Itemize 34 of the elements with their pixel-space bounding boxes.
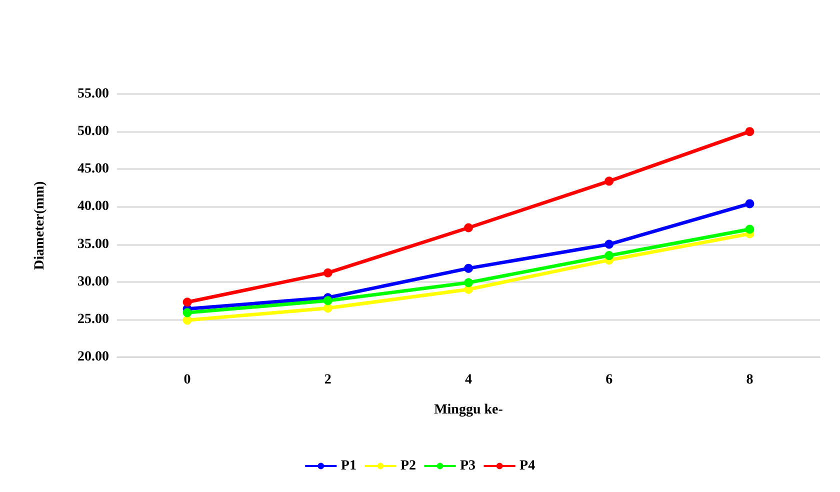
y-tick-label: 25.00 [78, 312, 109, 327]
x-tick-label: 4 [465, 372, 472, 388]
point [464, 264, 473, 273]
point [604, 251, 614, 260]
point [745, 127, 754, 136]
y-tick-label: 20.00 [78, 350, 109, 364]
y-tick-label: 30.00 [78, 274, 109, 290]
point [464, 223, 473, 232]
point [745, 224, 754, 234]
point [182, 308, 192, 318]
legend-label: P4 [520, 458, 536, 474]
point [464, 278, 473, 288]
point [323, 268, 332, 278]
point [182, 298, 192, 307]
legend-label: P3 [460, 458, 476, 474]
legend-label: P1 [340, 458, 356, 474]
point [323, 296, 332, 306]
point [182, 316, 192, 325]
y-tick-label: 45.00 [78, 162, 109, 177]
point [604, 176, 614, 186]
y-tick-label: 40.00 [78, 199, 109, 214]
point [323, 304, 332, 313]
point [745, 199, 754, 208]
legend-label: P2 [400, 458, 416, 474]
x-tick-label: 8 [746, 372, 754, 388]
y-tick-label: 50.00 [78, 124, 109, 140]
y-axis-title: Diameter(mm) [32, 180, 48, 270]
x-tick-label: 6 [606, 372, 613, 388]
y-tick-label: 55.00 [78, 86, 109, 102]
x-axis-title: Minggu ke- [434, 402, 504, 418]
point [604, 240, 614, 249]
x-tick-label: 2 [324, 372, 332, 388]
y-tick-label: 35.00 [78, 236, 109, 252]
x-tick-label: 0 [184, 372, 191, 388]
